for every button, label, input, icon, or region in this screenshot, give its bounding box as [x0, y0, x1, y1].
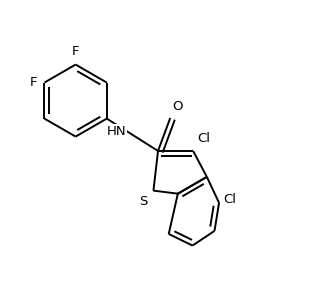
Text: F: F — [72, 45, 80, 58]
Text: O: O — [173, 100, 183, 113]
Text: HN: HN — [107, 125, 127, 138]
Text: Cl: Cl — [224, 193, 237, 206]
Text: S: S — [140, 195, 148, 208]
Text: F: F — [30, 76, 38, 89]
Text: Cl: Cl — [197, 132, 210, 145]
